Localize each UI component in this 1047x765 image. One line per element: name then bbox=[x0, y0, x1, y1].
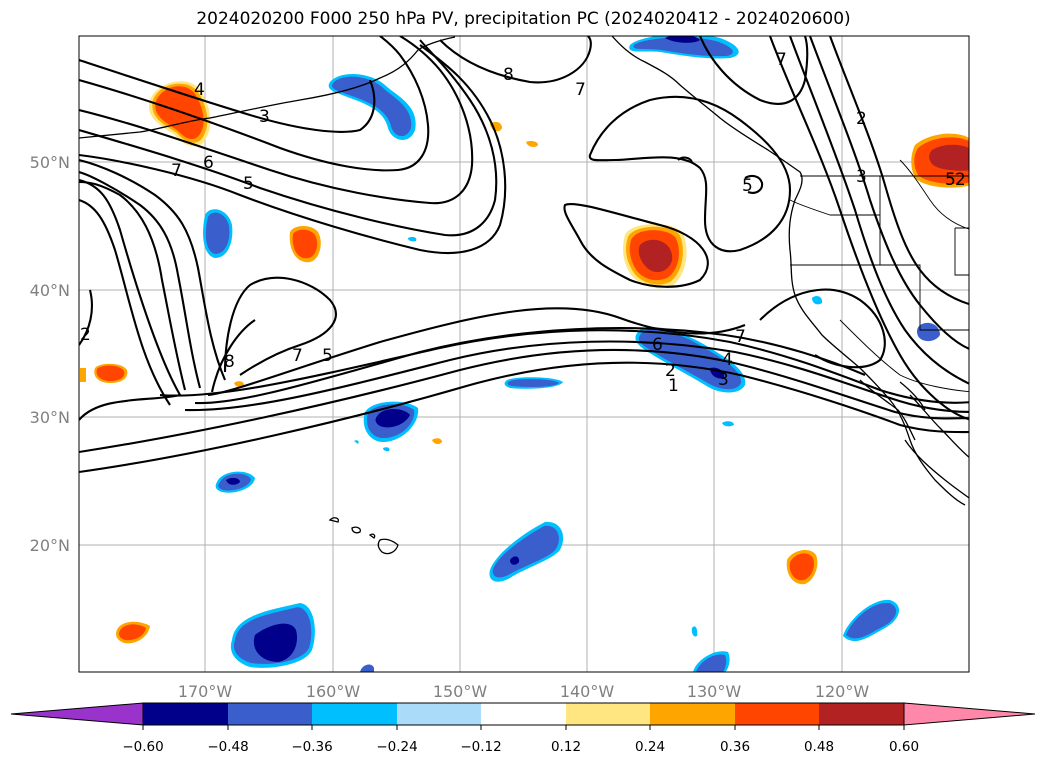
contour-label: 6 bbox=[652, 335, 663, 355]
colorbar-tick-label: −0.24 bbox=[376, 739, 417, 755]
colorbar-tick-label: −0.12 bbox=[460, 739, 501, 755]
contour-label: 7 bbox=[776, 50, 787, 70]
colorbar-tick-label: 0.12 bbox=[551, 739, 581, 755]
lat-tick-label: 50°N bbox=[30, 153, 70, 172]
contour-labels: 4 3 6 7 5 8 7 2 7 5 8 7 6 4 2 1 7 5 3 2 … bbox=[80, 50, 966, 396]
contour-label: 1 bbox=[668, 376, 679, 396]
colorbar-segment bbox=[735, 703, 820, 725]
contour-label: 6 bbox=[203, 153, 214, 173]
contour-label: 7 bbox=[171, 161, 182, 181]
lon-tick-label: 170°W bbox=[178, 682, 233, 701]
colorbar-tick-label: 0.24 bbox=[635, 739, 665, 755]
contour-label: 8 bbox=[503, 65, 514, 85]
colorbar-tick-label: 0.48 bbox=[804, 739, 834, 755]
colorbar-ticks bbox=[142, 725, 905, 730]
map-panel bbox=[79, 36, 969, 672]
colorbar-segment bbox=[143, 703, 228, 725]
colorbar-tick-label: 0.60 bbox=[889, 739, 919, 755]
coastlines bbox=[79, 36, 969, 555]
colorbar-segment bbox=[650, 703, 735, 725]
contour-label: 2 bbox=[856, 109, 867, 129]
lat-tick-labels: 50°N 40°N 30°N 20°N bbox=[30, 153, 70, 555]
lat-tick-label: 40°N bbox=[30, 281, 70, 300]
contour-label: 5 bbox=[322, 346, 333, 366]
colorbar-segment bbox=[481, 703, 566, 725]
lon-tick-label: 160°W bbox=[306, 682, 361, 701]
map-content: 4 3 6 7 5 8 7 2 7 5 8 7 6 4 2 1 7 5 3 2 … bbox=[79, 36, 969, 672]
colorbar-extend-low bbox=[10, 702, 144, 726]
lon-tick-label: 120°W bbox=[815, 682, 870, 701]
contour-label: 5 bbox=[945, 170, 956, 190]
colorbar-segment bbox=[819, 703, 904, 725]
lon-tick-label: 130°W bbox=[687, 682, 742, 701]
colorbar-frame bbox=[142, 702, 905, 726]
contour-label: 3 bbox=[259, 107, 270, 127]
lon-tick-label: 150°W bbox=[433, 682, 488, 701]
pv-contours bbox=[79, 36, 969, 474]
contour-label: 2 bbox=[80, 325, 91, 345]
contour-label: 2 bbox=[665, 361, 676, 381]
contour-label: 7 bbox=[575, 80, 586, 100]
colorbar: −0.60 −0.48 −0.36 −0.24 −0.12 0.12 0.24 … bbox=[10, 702, 1036, 755]
contour-label: 5 bbox=[742, 176, 753, 196]
lat-tick-label: 30°N bbox=[30, 408, 70, 427]
lat-tick-label: 20°N bbox=[30, 536, 70, 555]
colorbar-tick-label: −0.48 bbox=[207, 739, 248, 755]
contour-label: 7 bbox=[735, 327, 746, 347]
lon-tick-label: 140°W bbox=[560, 682, 615, 701]
contour-label: 8 bbox=[224, 352, 235, 372]
contour-label: 4 bbox=[194, 80, 205, 100]
contour-label: 7 bbox=[292, 346, 303, 366]
lon-tick-labels: 170°W 160°W 150°W 140°W 130°W 120°W bbox=[178, 682, 870, 701]
colorbar-tick-label: −0.60 bbox=[122, 739, 163, 755]
colorbar-segment bbox=[312, 703, 397, 725]
colorbar-segment bbox=[566, 703, 651, 725]
contour-label: 5 bbox=[243, 174, 254, 194]
colorbar-tick-labels: −0.60 −0.48 −0.36 −0.24 −0.12 0.12 0.24 … bbox=[122, 739, 919, 755]
map-title: 2024020200 F000 250 hPa PV, precipitatio… bbox=[196, 9, 851, 29]
contour-label: 3 bbox=[856, 167, 867, 187]
contour-label: 4 bbox=[722, 350, 733, 370]
colorbar-tick-label: 0.36 bbox=[720, 739, 750, 755]
contour-label: 3 bbox=[718, 370, 729, 390]
contour-label: 2 bbox=[955, 170, 966, 190]
map-frame bbox=[78, 35, 970, 673]
colorbar-extend-high bbox=[903, 702, 1036, 726]
borders bbox=[789, 159, 969, 393]
colorbar-segment bbox=[397, 703, 482, 725]
colorbar-tick-label: −0.36 bbox=[291, 739, 332, 755]
colorbar-segment bbox=[228, 703, 313, 725]
